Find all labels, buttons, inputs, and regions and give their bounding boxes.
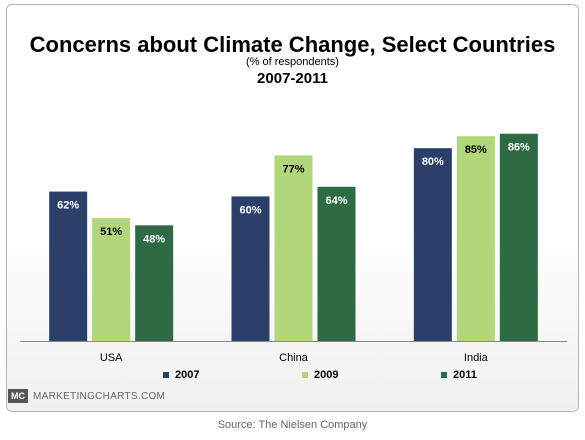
- legend-label-2007: 2007: [175, 369, 200, 381]
- bar-india-2009: [456, 136, 495, 341]
- bar-china-2009: [274, 155, 313, 341]
- bar-usa-2011: [135, 225, 174, 341]
- data-label-china-2011: 64%: [325, 195, 347, 207]
- legend-label-2011: 2011: [453, 369, 477, 381]
- brand-text: MARKETINGCHARTS.COM: [33, 391, 166, 402]
- bar-india-2007: [413, 148, 452, 341]
- chart-subtitle: (% of respondents): [246, 56, 339, 68]
- data-label-china-2007: 60%: [239, 204, 261, 216]
- chart-period: 2007-2011: [257, 70, 328, 87]
- legend-swatch-2007: [163, 372, 169, 378]
- bar-china-2011: [317, 186, 356, 341]
- data-label-india-2011: 86%: [508, 142, 530, 154]
- category-label-china: China: [279, 352, 309, 364]
- category-label-usa: USA: [100, 352, 123, 364]
- data-label-usa-2009: 51%: [100, 226, 122, 238]
- marketingcharts-logo: MC: [8, 389, 28, 403]
- legend-label-2009: 2009: [314, 369, 339, 381]
- data-label-usa-2011: 48%: [143, 233, 165, 245]
- data-label-usa-2007: 62%: [57, 200, 79, 212]
- bar-china-2007: [231, 196, 270, 341]
- bar-usa-2009: [92, 218, 131, 341]
- bar-usa-2007: [49, 191, 88, 341]
- legend-item-2009: 2009: [302, 369, 338, 381]
- legend-swatch-2011: [441, 372, 447, 378]
- chart-title: Concerns about Climate Change, Select Co…: [29, 32, 556, 57]
- bar-india-2011: [499, 133, 538, 341]
- legend-swatch-2009: [302, 372, 308, 378]
- data-label-india-2007: 80%: [422, 156, 444, 168]
- legend-item-2011: 2011: [441, 369, 477, 381]
- source-note: Source: The Nielsen Company: [217, 419, 368, 431]
- category-label-india: India: [464, 352, 489, 364]
- legend-item-2007: 2007: [163, 369, 199, 381]
- data-label-china-2009: 77%: [282, 163, 304, 175]
- data-label-india-2009: 85%: [465, 144, 487, 156]
